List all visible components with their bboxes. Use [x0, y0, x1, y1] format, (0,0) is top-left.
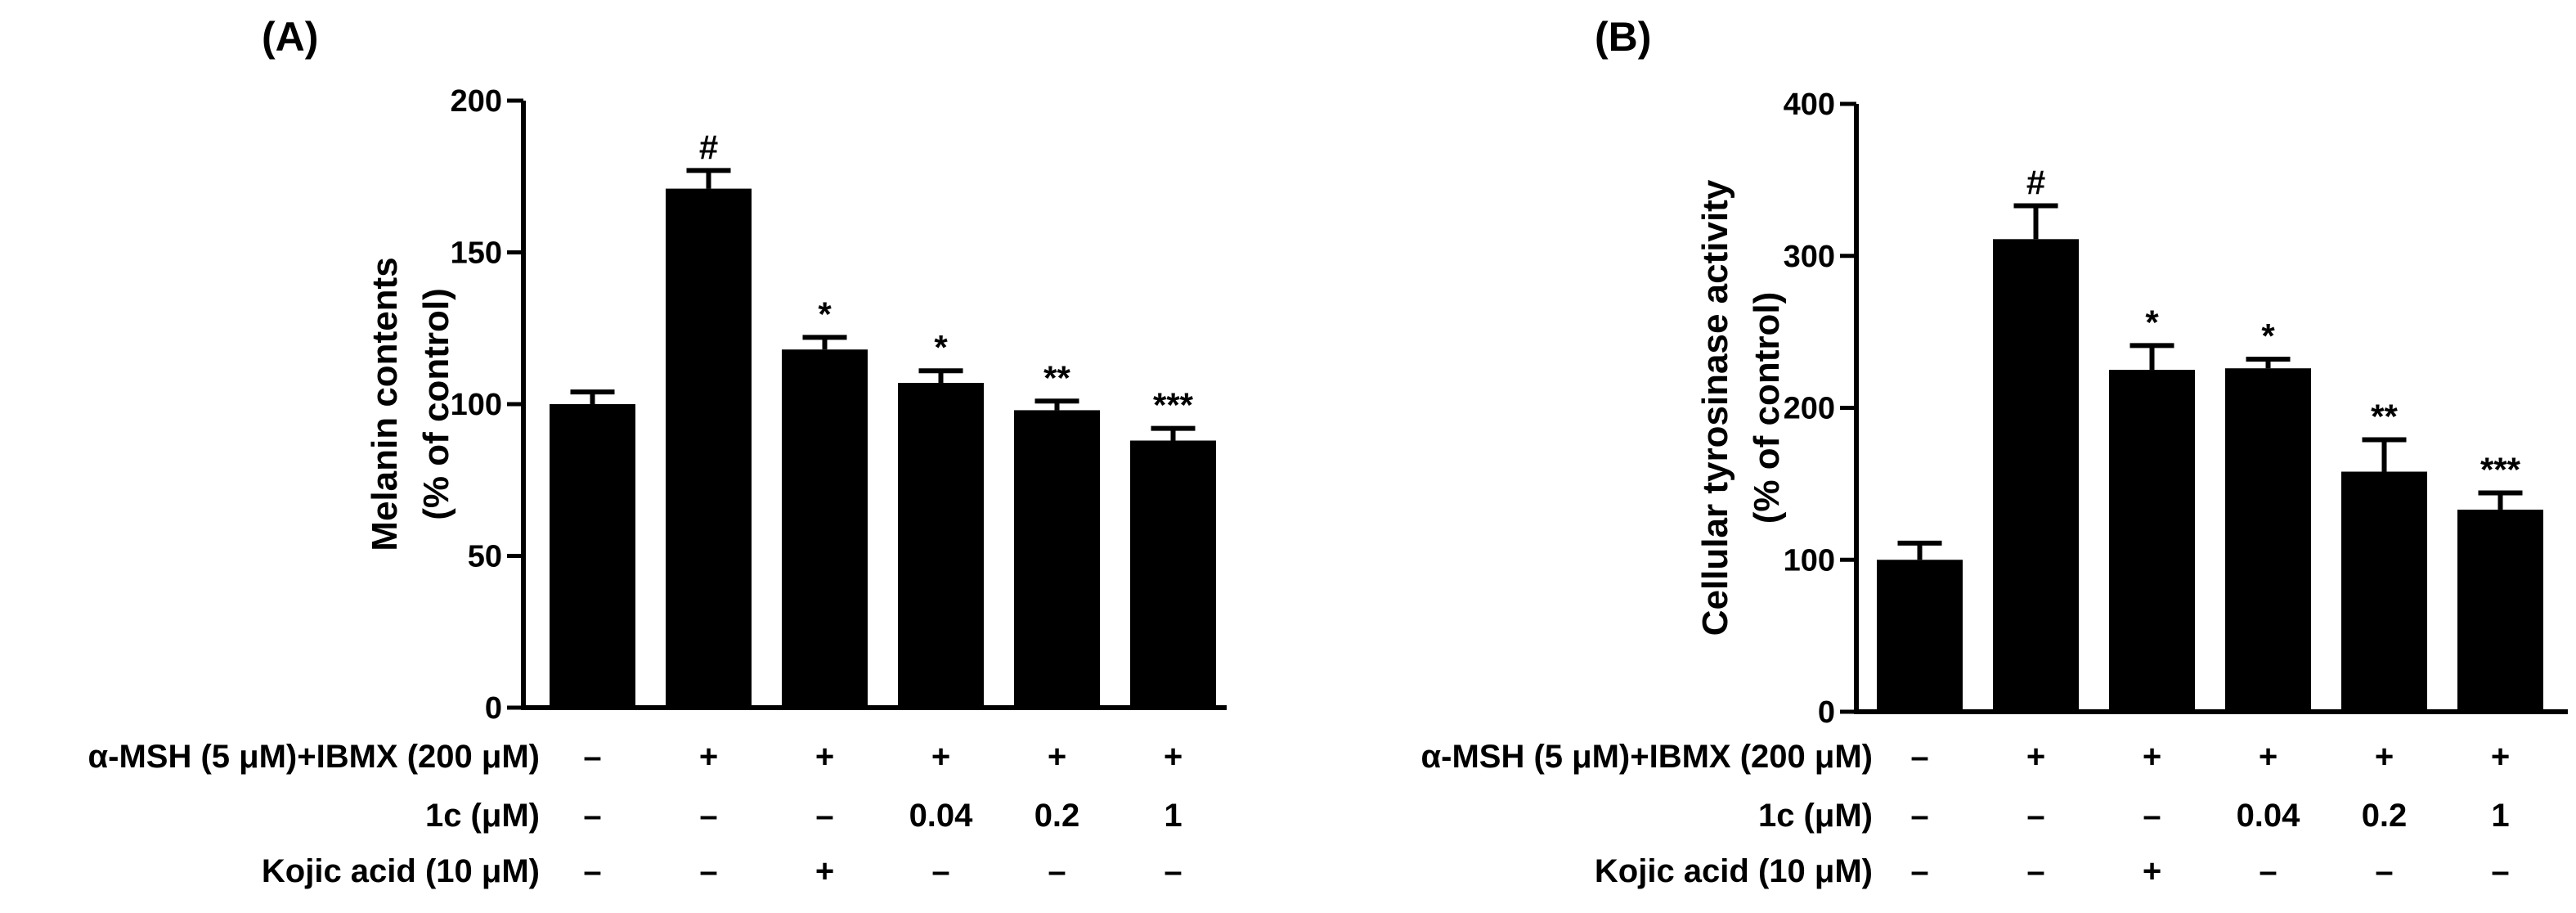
treatment-cell: 1 — [1164, 798, 1182, 834]
treatment-cell: + — [1164, 739, 1183, 775]
treatment-cell: – — [1910, 739, 1928, 775]
treatment-row-label: 1c (μM) — [425, 798, 540, 834]
panel-label: (B) — [1595, 14, 1651, 60]
significance-marker: # — [2026, 163, 2045, 201]
treatment-cell: – — [583, 739, 601, 775]
treatment-cell: – — [583, 798, 601, 834]
bar — [1993, 239, 2079, 712]
treatment-cell: – — [1048, 853, 1066, 889]
bar — [1130, 440, 1216, 708]
treatment-row-label: Kojic acid (10 μM) — [262, 853, 540, 889]
y-axis-label: Melanin contents — [365, 257, 405, 551]
y-tick-label: 150 — [451, 236, 502, 271]
treatment-cell: 1 — [2491, 798, 2509, 834]
chart-panel-2: (B) 0 100 200 300 400 Cellular tyrosinase acti… — [1421, 14, 2568, 889]
treatment-cell: – — [2491, 853, 2509, 889]
y-tick-label: 0 — [1818, 695, 1835, 730]
significance-marker: * — [2145, 303, 2159, 341]
treatment-cell: – — [1164, 853, 1182, 889]
panel-label: (A) — [262, 14, 318, 60]
y-tick-label: 100 — [451, 388, 502, 422]
treatment-cell: – — [2259, 853, 2277, 889]
bar — [2457, 509, 2543, 712]
significance-marker: * — [2261, 317, 2275, 355]
treatment-cell: + — [2259, 739, 2278, 775]
bar — [1877, 560, 1963, 712]
significance-marker: ** — [1043, 358, 1070, 397]
treatment-cell: 0.04 — [909, 798, 974, 834]
treatment-cell: – — [699, 798, 717, 834]
treatment-row-label: α-MSH (5 μM)+IBMX (200 μM) — [1421, 739, 1873, 775]
treatment-row-label: α-MSH (5 μM)+IBMX (200 μM) — [88, 739, 540, 775]
significance-marker: * — [818, 295, 832, 333]
y-tick-label: 0 — [485, 691, 502, 726]
chart-panel-1: (A) 0 50 100 150 200 Melanin contents (% of con… — [88, 14, 1227, 889]
treatment-cell: – — [931, 853, 949, 889]
bar — [898, 383, 984, 708]
y-tick-label: 400 — [1784, 88, 1835, 122]
treatment-cell: – — [2143, 798, 2161, 834]
bar — [550, 404, 635, 708]
significance-marker: ** — [2371, 398, 2398, 436]
treatment-cell: + — [1048, 739, 1066, 775]
bar — [2341, 471, 2427, 712]
y-tick-label: 200 — [451, 84, 502, 119]
treatment-cell: 0.04 — [2237, 798, 2301, 834]
y-axis-label: Cellular tyrosinase activity — [1695, 179, 1735, 636]
y-tick-label: 200 — [1784, 392, 1835, 426]
treatment-cell: – — [2375, 853, 2393, 889]
y-tick-label: 50 — [468, 540, 502, 574]
treatment-cell: + — [2143, 853, 2161, 889]
treatment-cell: – — [583, 853, 601, 889]
treatment-row-label: Kojic acid (10 μM) — [1595, 853, 1873, 889]
treatment-cell: – — [2026, 853, 2044, 889]
significance-marker: *** — [1153, 386, 1194, 425]
treatment-cell: 0.2 — [1034, 798, 1080, 834]
treatment-cell: – — [699, 853, 717, 889]
bar — [2109, 370, 2195, 712]
bar — [666, 188, 752, 708]
y-axis-units-label: (% of control) — [1747, 292, 1787, 524]
treatment-row-label: 1c (μM) — [1758, 798, 1873, 834]
bar — [1014, 410, 1100, 708]
treatment-cell: – — [1910, 853, 1928, 889]
significance-marker: * — [934, 328, 948, 367]
treatment-cell: + — [2491, 739, 2510, 775]
treatment-cell: + — [2026, 739, 2045, 775]
treatment-cell: + — [815, 853, 834, 889]
treatment-cell: + — [699, 739, 718, 775]
treatment-cell: + — [931, 739, 950, 775]
y-tick-label: 100 — [1784, 543, 1835, 578]
treatment-cell: + — [815, 739, 834, 775]
treatment-cell: 0.2 — [2362, 798, 2408, 834]
y-tick-label: 300 — [1784, 240, 1835, 274]
bar — [782, 349, 868, 708]
significance-marker: *** — [2480, 451, 2521, 489]
treatment-cell: + — [2375, 739, 2394, 775]
treatment-cell: – — [815, 798, 833, 834]
treatment-cell: – — [2026, 798, 2044, 834]
y-axis-units-label: (% of control) — [416, 288, 456, 520]
treatment-cell: + — [2143, 739, 2161, 775]
treatment-cell: – — [1910, 798, 1928, 834]
bar — [2225, 368, 2311, 712]
significance-marker: # — [699, 128, 718, 166]
